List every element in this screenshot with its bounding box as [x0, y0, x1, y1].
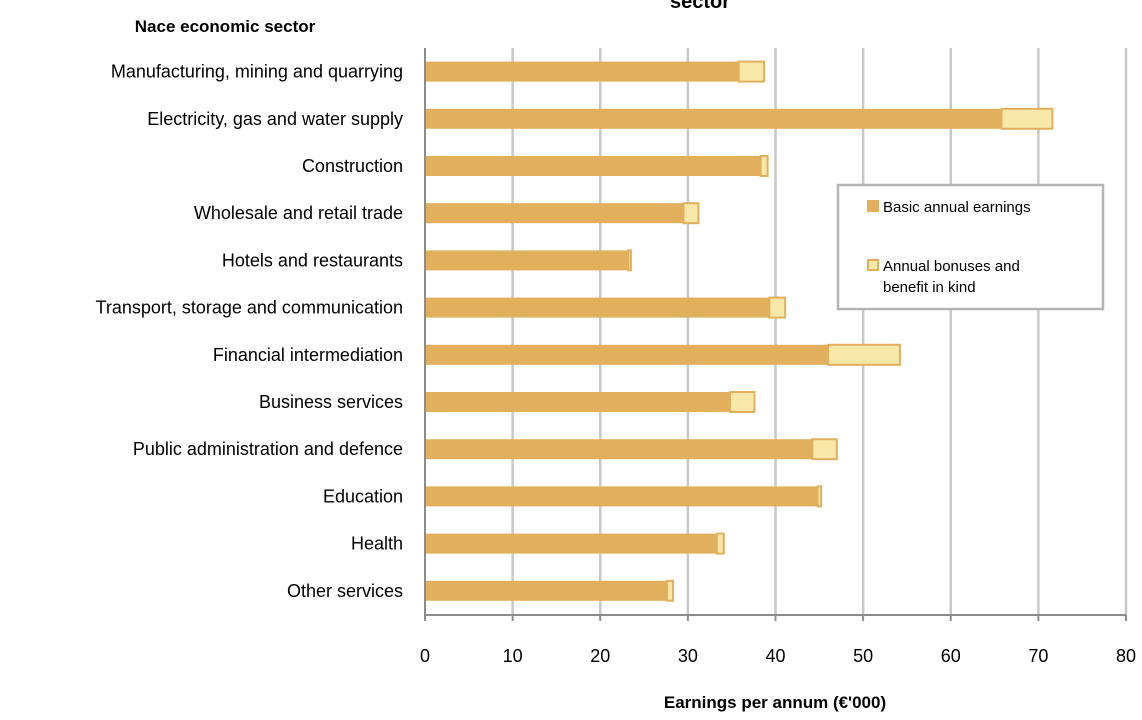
legend-box — [836, 183, 1105, 311]
category-label: Manufacturing, mining and quarrying — [111, 62, 403, 82]
x-tick-label: 40 — [765, 646, 785, 666]
chart-title: sector — [670, 0, 730, 13]
tick-labels: 0 10 20 30 40 50 60 70 80 — [420, 646, 1136, 666]
legend-swatch-bonuses — [867, 259, 879, 271]
bar-bonuses — [715, 532, 725, 555]
x-tick-label: 60 — [941, 646, 961, 666]
bar-basic-earnings — [425, 297, 770, 318]
category-label: Business services — [259, 392, 403, 412]
y-axis-title: Nace economic sector — [135, 17, 316, 36]
category-labels: Manufacturing, mining and quarrying Elect… — [96, 62, 404, 601]
legend-swatch-basic-earnings — [867, 200, 879, 212]
bar-basic-earnings — [425, 580, 667, 601]
category-label: Construction — [302, 156, 403, 176]
bar-basic-earnings — [425, 439, 813, 460]
category-label: Health — [351, 534, 403, 554]
x-tick-label: 30 — [678, 646, 698, 666]
category-label: Public administration and defence — [133, 439, 403, 459]
bar-bonuses — [1000, 107, 1054, 130]
bars — [425, 60, 1054, 602]
bar-basic-earnings — [425, 250, 629, 271]
legend-label-basic-earnings: Basic annual earnings — [883, 199, 1031, 216]
x-tick-label: 80 — [1116, 646, 1136, 666]
category-label: Electricity, gas and water supply — [147, 109, 403, 129]
bar-bonuses — [811, 438, 838, 461]
bar-basic-earnings — [425, 156, 761, 176]
bar-bonuses — [728, 391, 756, 413]
bar-bonuses — [665, 579, 674, 602]
bar-basic-earnings — [425, 108, 1002, 129]
bar-bonuses — [627, 249, 632, 272]
axes — [424, 48, 1127, 621]
category-label: Wholesale and retail trade — [194, 203, 403, 223]
x-axis-title: Earnings per annum (€'000) — [664, 693, 886, 712]
x-tick-label: 70 — [1028, 646, 1048, 666]
category-label: Financial intermediation — [213, 345, 403, 365]
legend: Basic annual earnings Annual bonuses and b… — [836, 183, 1105, 311]
category-label: Transport, storage and communication — [96, 298, 404, 318]
x-tick-label: 20 — [590, 646, 610, 666]
bar-basic-earnings — [425, 486, 818, 507]
x-tick-label: 50 — [853, 646, 873, 666]
bar-bonuses — [682, 202, 700, 225]
category-label: Hotels and restaurants — [222, 250, 403, 270]
bar-basic-earnings — [425, 533, 717, 554]
bar-bonuses — [759, 155, 769, 177]
bar-basic-earnings — [425, 392, 730, 412]
legend-label-bonuses: Annual bonuses and benefit in kind — [883, 258, 1020, 296]
bar-basic-earnings — [425, 61, 739, 82]
bar-bonuses — [816, 485, 823, 508]
x-tick-label: 0 — [420, 646, 430, 666]
x-tick-label: 10 — [503, 646, 523, 666]
category-label: Other services — [287, 581, 403, 601]
bar-bonuses — [827, 343, 901, 366]
bar-bonuses — [768, 296, 787, 319]
bar-basic-earnings — [425, 344, 829, 365]
gridlines — [511, 48, 1128, 615]
bar-basic-earnings — [425, 203, 684, 224]
bar-bonuses — [737, 60, 766, 83]
category-label: Education — [323, 486, 403, 506]
